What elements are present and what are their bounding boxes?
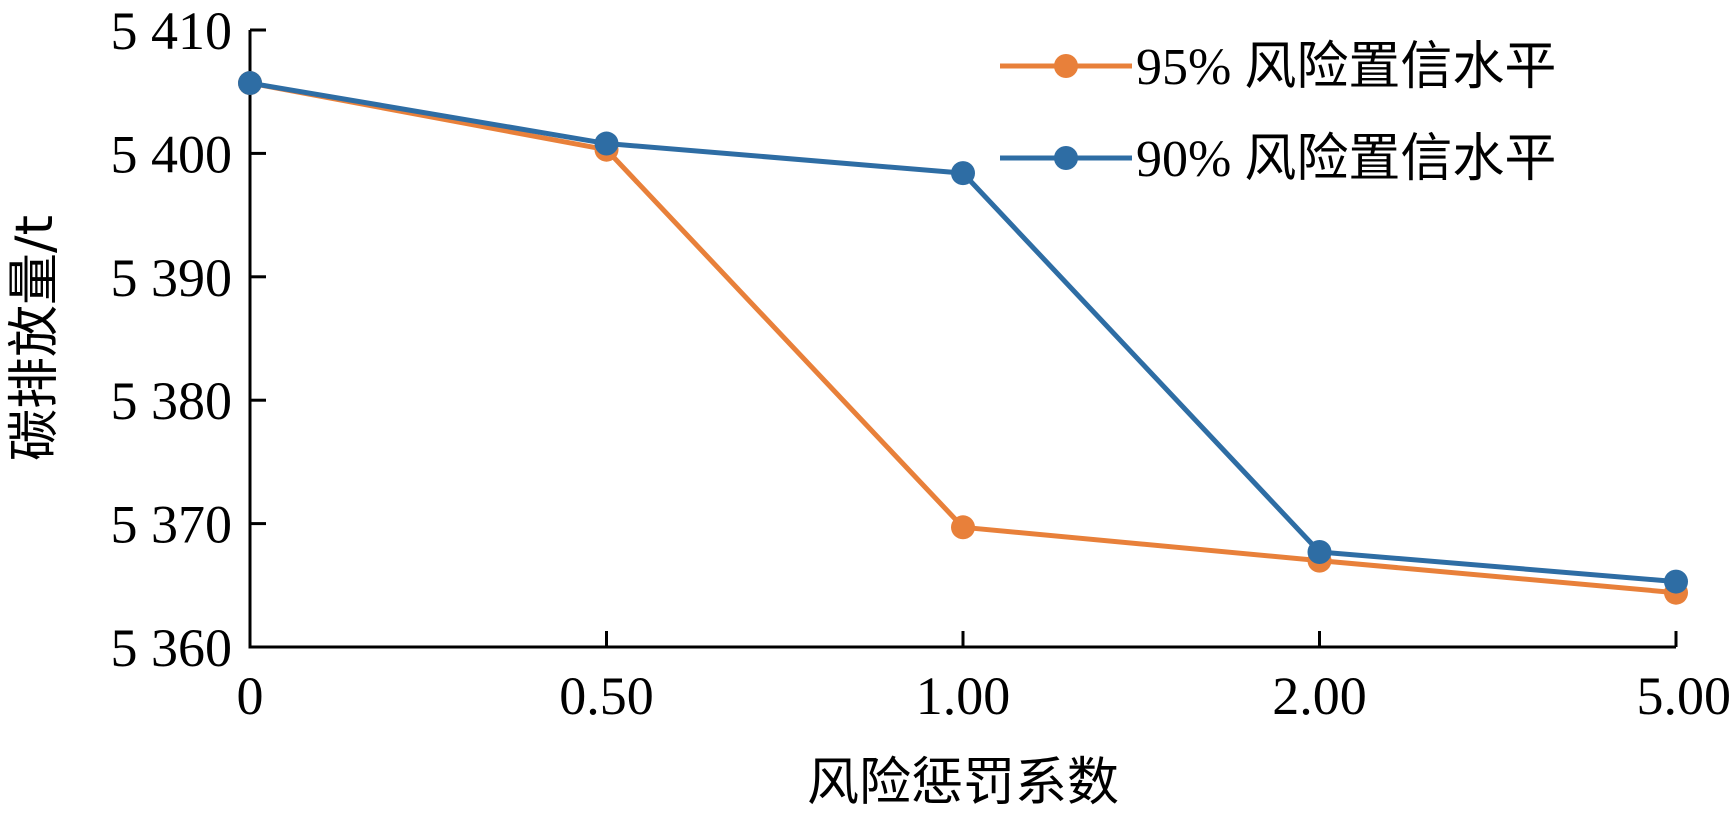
series-1-point bbox=[238, 71, 262, 96]
y-tick-label: 5 410 bbox=[111, 1, 233, 61]
x-tick-label: 2.00 bbox=[1272, 666, 1367, 726]
x-tick-label: 0 bbox=[237, 666, 264, 726]
y-axis-title: 碳排放量/t bbox=[5, 215, 65, 461]
series-1-point bbox=[1307, 539, 1332, 564]
legend-label-1: 90% 风险置信水平 bbox=[1136, 131, 1556, 188]
legend-marker-0 bbox=[1054, 54, 1078, 78]
y-tick-label: 5 380 bbox=[111, 371, 233, 431]
series-layer bbox=[238, 71, 1688, 605]
x-tick-label: 5.00 bbox=[1637, 666, 1731, 726]
series-1-point bbox=[594, 131, 619, 156]
y-tick-label: 5 400 bbox=[111, 124, 233, 184]
x-tick-label: 1.00 bbox=[916, 666, 1011, 726]
series-0-point bbox=[951, 515, 975, 540]
y-tick-label: 5 370 bbox=[111, 495, 233, 555]
x-axis-title: 风险惩罚系数 bbox=[807, 753, 1119, 813]
legend: 95% 风险置信水平 90% 风险置信水平 bbox=[1000, 39, 1556, 188]
y-ticks: 5 360 5 370 5 380 5 390 5 400 5 410 bbox=[111, 1, 266, 678]
legend-marker-1 bbox=[1054, 146, 1078, 170]
x-tick-label: 0.50 bbox=[559, 666, 654, 726]
y-tick-label: 5 390 bbox=[111, 248, 233, 308]
y-tick-label: 5 360 bbox=[111, 618, 233, 678]
series-1-point bbox=[951, 161, 975, 186]
legend-label-0: 95% 风险置信水平 bbox=[1136, 39, 1556, 96]
x-ticks: 0 0.50 1.00 2.00 5.00 bbox=[237, 631, 1731, 726]
series-1-point bbox=[1664, 569, 1688, 594]
